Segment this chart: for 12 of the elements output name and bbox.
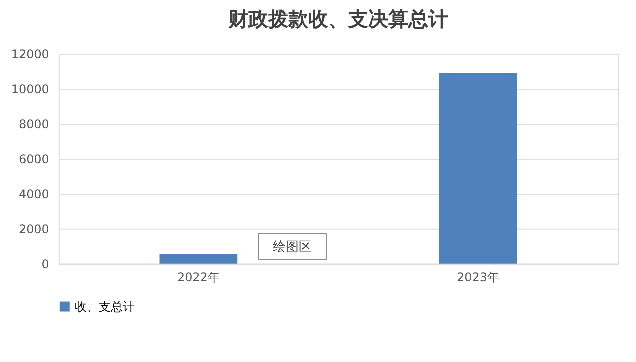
x-tick-label: 2023年 — [457, 270, 500, 284]
y-tick-label: 6000 — [18, 152, 50, 166]
y-tick-label: 0 — [42, 257, 50, 272]
chart-title: 财政拨款收、支决算总计 — [227, 7, 448, 32]
x-tick-label: 2022年 — [177, 270, 220, 284]
y-tick-label: 8000 — [18, 118, 50, 132]
annotation: 绘图区 — [273, 240, 312, 255]
y-tick-label: 4000 — [18, 187, 50, 202]
legend-label: 收、支总计 — [74, 300, 135, 314]
y-tick-label: 2000 — [18, 222, 50, 236]
y-tick-label: 10000 — [11, 82, 50, 97]
y-tick-label: 12000 — [11, 48, 50, 62]
